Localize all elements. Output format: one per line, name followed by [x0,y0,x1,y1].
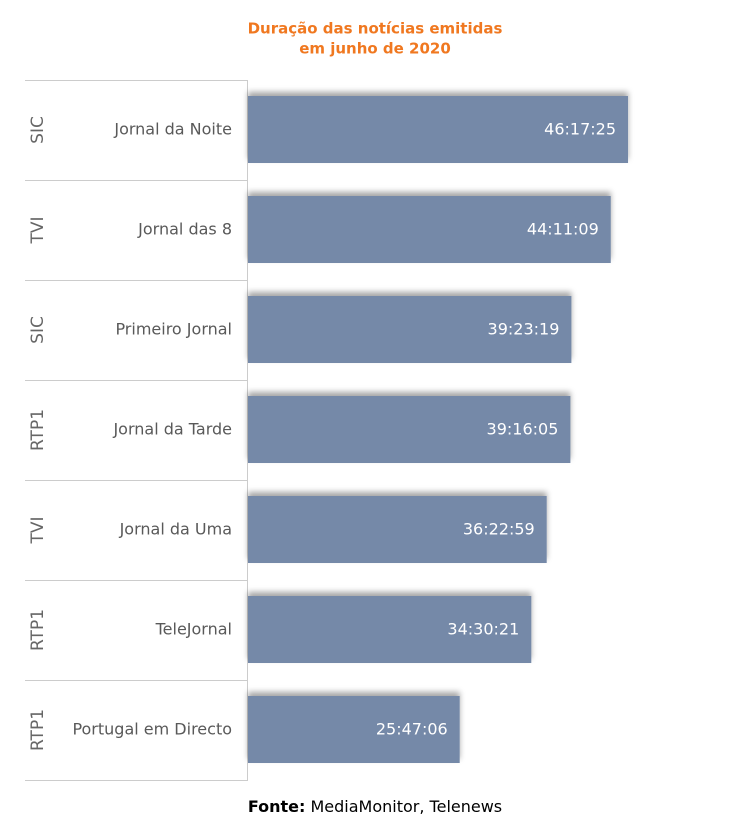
category-label: Jornal da Noite [113,120,232,139]
bar [248,496,547,563]
chart-title: em junho de 2020 [299,40,451,58]
value-label: 34:30:21 [447,620,519,639]
group-label: RTP1 [28,609,48,651]
value-label: 39:23:19 [488,320,560,339]
value-label: 46:17:25 [544,120,616,139]
value-label: 39:16:05 [487,420,559,439]
category-label: Jornal da Tarde [112,420,232,439]
bar [248,96,629,163]
value-label: 36:22:59 [463,520,535,539]
group-label: RTP1 [28,709,48,751]
category-label: Jornal da Uma [119,520,232,539]
category-label: TeleJornal [155,620,232,639]
bar [248,296,572,363]
value-label: 44:11:09 [527,220,599,239]
bar [248,196,611,263]
group-label: SIC [28,316,48,344]
group-label: SIC [28,116,48,144]
chart-title: Duração das notícias emitidas [248,20,503,38]
source-label: Fonte: [248,797,306,816]
value-label: 25:47:06 [376,720,448,739]
source-text: MediaMonitor, Telenews [311,797,503,816]
category-label: Primeiro Jornal [115,320,232,339]
bar [248,596,532,663]
source: Fonte: MediaMonitor, Telenews [248,797,502,816]
group-label: TVI [28,216,48,244]
bar [248,396,571,463]
category-label: Portugal em Directo [72,720,232,739]
group-label: RTP1 [28,409,48,451]
category-label: Jornal das 8 [137,220,232,239]
bar [248,696,460,763]
group-label: TVI [28,516,48,544]
